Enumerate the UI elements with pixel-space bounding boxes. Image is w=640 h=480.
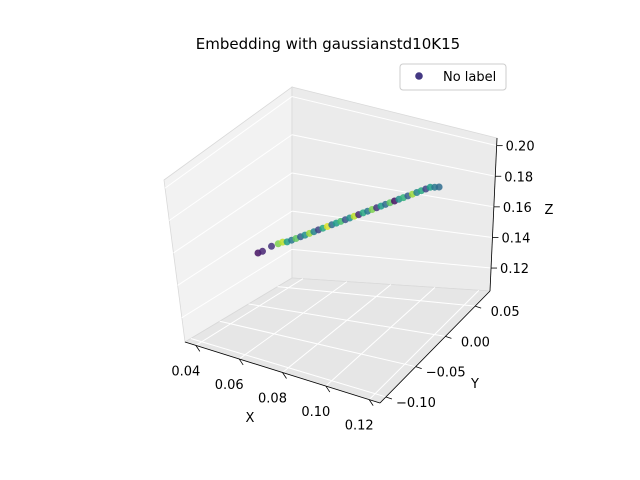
x-grid-line: [325, 287, 436, 387]
y-tick-mark: [415, 366, 422, 370]
data-point: [259, 247, 266, 255]
y-tick-mark: [385, 396, 393, 400]
x-tick-label: 0.06: [215, 378, 244, 393]
legend-marker: [415, 72, 423, 80]
y-tick-label: −0.10: [396, 396, 436, 411]
z-grid-line: [291, 210, 493, 238]
y-axis-label: Y: [470, 377, 479, 392]
y-tick-label: 0.05: [491, 305, 520, 320]
x-grid-line: [195, 278, 304, 346]
x-tick-mark: [195, 345, 201, 352]
z-grid-line: [291, 134, 496, 177]
z-grid-line: [164, 96, 293, 189]
z-grid-line: [291, 172, 494, 208]
y-grid-line: [277, 286, 476, 307]
z-axis-label: Z: [545, 203, 554, 218]
z-grid-line: [291, 248, 492, 269]
x-tick-mark: [238, 358, 244, 366]
z-tick-label: 0.16: [503, 201, 532, 216]
x-grid-line: [238, 281, 348, 360]
z-tick-label: 0.12: [500, 262, 529, 277]
legend-label: No label: [443, 70, 496, 85]
y-grid-line: [248, 303, 446, 337]
x-tick-mark: [282, 372, 287, 379]
z-grid-line: [173, 172, 293, 254]
y-grid-line: [190, 338, 387, 398]
z-tick-label: 0.18: [504, 170, 533, 185]
x-tick-mark: [325, 385, 331, 393]
z-grid-line: [181, 248, 293, 319]
y-tick-mark: [475, 305, 482, 309]
x-grid-line: [368, 289, 480, 400]
y-axis-line: [379, 290, 491, 404]
z-grid-line: [291, 96, 497, 147]
tick-marks: 0.04 0.06 0.08 0.10 0.12 −0.10 −0.05 0.000.05 0.…: [171, 140, 534, 434]
data-points: [254, 183, 443, 257]
legend: No label: [399, 63, 507, 91]
y-tick-label: −0.05: [426, 366, 466, 381]
axis-panes: [163, 86, 498, 404]
legend-box: [399, 63, 507, 91]
y-grid-line: [219, 320, 416, 368]
x-tick-label: 0.12: [345, 419, 374, 434]
data-point: [268, 242, 275, 250]
grid-lines: [164, 96, 497, 400]
z-tick-label: 0.14: [501, 231, 530, 246]
back-pane: [291, 86, 498, 292]
z-axis-line: [489, 137, 498, 292]
z-grid-line: [177, 210, 293, 286]
data-point: [435, 183, 443, 191]
y-tick-label: 0.00: [461, 335, 490, 350]
x-grid-line: [282, 284, 392, 373]
y-tick-mark: [445, 336, 452, 339]
x-tick-mark: [368, 399, 374, 406]
x-tick-label: 0.04: [171, 364, 200, 379]
x-axis-label: X: [246, 411, 255, 426]
x-tick-label: 0.08: [258, 392, 287, 407]
chart-title: Embedding with gaussianstd10K15: [196, 35, 460, 53]
z-tick-label: 0.20: [506, 140, 535, 155]
x-tick-label: 0.10: [301, 405, 330, 420]
z-grid-line: [168, 134, 293, 221]
